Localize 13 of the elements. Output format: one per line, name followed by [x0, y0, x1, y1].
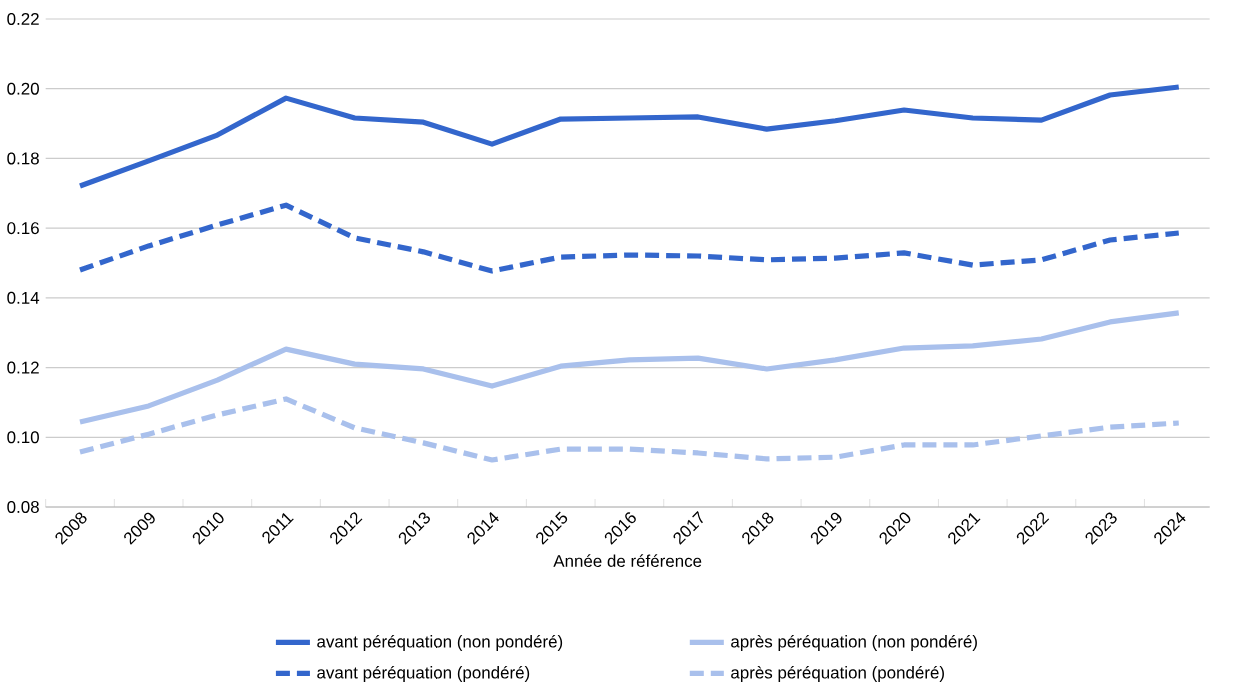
x-axis-title: Année de référence — [553, 554, 702, 567]
legend-label: après péréquation (pondéré) — [731, 665, 944, 682]
y-tick-label: 0.18 — [7, 152, 39, 165]
y-tick-label: 0.14 — [7, 291, 40, 304]
legend-label: après péréquation (non pondéré) — [731, 634, 977, 651]
y-tick-label: 0.20 — [7, 82, 39, 95]
legend-label: avant péréquation (pondéré) — [317, 665, 530, 682]
legend-label: avant péréquation (non pondéré) — [317, 634, 563, 651]
y-tick-label: 0.08 — [7, 501, 39, 513]
y-tick-label: 0.22 — [7, 13, 39, 25]
y-tick-label: 0.10 — [7, 431, 39, 444]
y-tick-label: 0.16 — [7, 222, 39, 235]
y-tick-label: 0.12 — [7, 361, 39, 374]
